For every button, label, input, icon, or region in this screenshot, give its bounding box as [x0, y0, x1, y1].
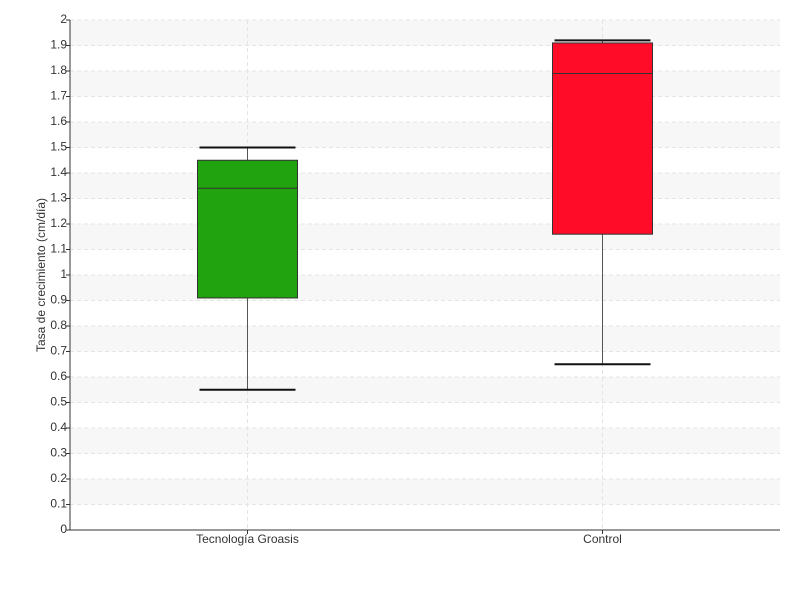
- y-tick-label: 1.6: [50, 114, 67, 128]
- y-tick-label: 1.9: [50, 38, 67, 52]
- grid-band: [70, 428, 780, 454]
- y-tick-label: 0.2: [50, 471, 67, 485]
- y-tick-label: 1.8: [50, 63, 67, 77]
- y-tick-label: 0.4: [50, 420, 67, 434]
- y-tick-label: 2: [60, 12, 67, 26]
- grid-band: [70, 326, 780, 352]
- box: [552, 42, 653, 235]
- box: [197, 159, 298, 299]
- y-tick-label: 1.4: [50, 165, 67, 179]
- y-tick-label: 0.6: [50, 369, 67, 383]
- y-tick-label: 0.8: [50, 318, 67, 332]
- y-tick-label: 1.3: [50, 191, 67, 205]
- grid-band: [70, 20, 780, 46]
- grid-band: [70, 122, 780, 148]
- y-tick-label: 0.5: [50, 395, 67, 409]
- x-tick-label: Tecnología Groasis: [196, 532, 299, 546]
- y-tick-label: 0.9: [50, 293, 67, 307]
- y-tick-label: 1: [60, 267, 67, 281]
- y-tick-label: 0.1: [50, 497, 67, 511]
- x-tick-label: Control: [583, 532, 622, 546]
- y-tick-label: 0.7: [50, 344, 67, 358]
- grid-band: [70, 224, 780, 250]
- grid-band: [70, 71, 780, 97]
- grid-band: [70, 377, 780, 403]
- y-axis-label: Tasa de crecimiento (cm/día): [34, 198, 48, 352]
- grid-band: [70, 173, 780, 199]
- grid-band: [70, 479, 780, 505]
- y-tick-label: 1.2: [50, 216, 67, 230]
- y-tick-label: 1.1: [50, 242, 67, 256]
- y-tick-label: 0.3: [50, 446, 67, 460]
- grid-band: [70, 275, 780, 301]
- y-tick-label: 1.5: [50, 140, 67, 154]
- y-tick-label: 0: [60, 522, 67, 536]
- y-tick-label: 1.7: [50, 89, 67, 103]
